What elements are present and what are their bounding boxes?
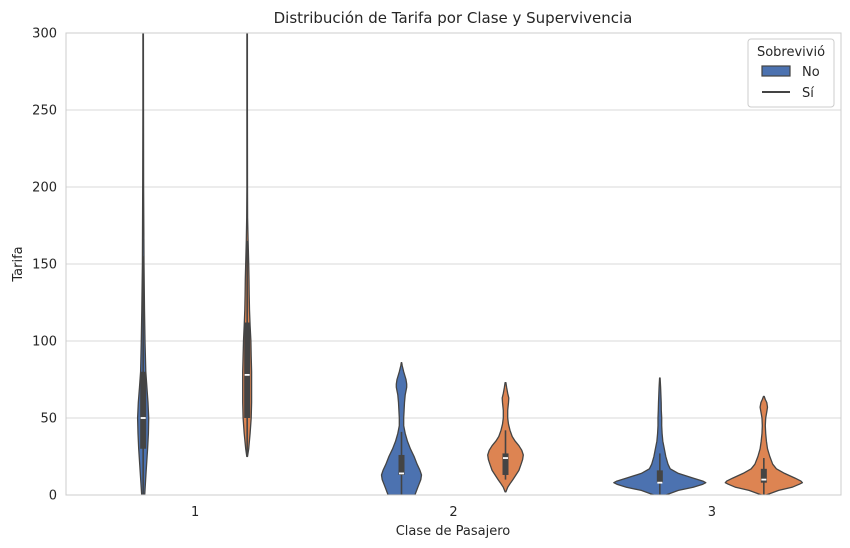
y-tick-label: 0 xyxy=(49,489,57,504)
legend-label-no: No xyxy=(802,65,820,80)
y-ticks: 0 50 100 150 200 250 300 xyxy=(32,27,57,504)
y-tick-label: 150 xyxy=(32,258,57,273)
violin-body xyxy=(724,395,804,495)
x-tick-label: 2 xyxy=(449,505,457,520)
legend: Sobrevivió No Sí xyxy=(747,38,835,108)
y-tick-label: 50 xyxy=(40,412,57,427)
legend-box xyxy=(747,38,835,108)
violins xyxy=(136,33,804,495)
grid xyxy=(66,32,841,496)
y-axis-label: Tarifa xyxy=(11,246,26,282)
legend-title: Sobrevivió xyxy=(757,45,825,60)
y-tick-label: 100 xyxy=(32,335,57,350)
y-tick-label: 300 xyxy=(32,27,57,42)
y-tick-label: 200 xyxy=(32,181,57,196)
y-tick-label: 250 xyxy=(32,104,57,119)
violin-body xyxy=(380,361,423,495)
legend-swatch-no xyxy=(761,65,791,77)
x-axis-label: Clase de Pasajero xyxy=(396,524,511,539)
legend-label-si: Sí xyxy=(802,86,814,101)
x-ticks: 1 2 3 xyxy=(191,505,716,520)
x-tick-label: 1 xyxy=(191,505,199,520)
x-tick-label: 3 xyxy=(708,505,716,520)
violin-body xyxy=(613,377,707,495)
chart-title: Distribución de Tarifa por Clase y Super… xyxy=(274,9,633,27)
plot-frame xyxy=(65,32,842,496)
